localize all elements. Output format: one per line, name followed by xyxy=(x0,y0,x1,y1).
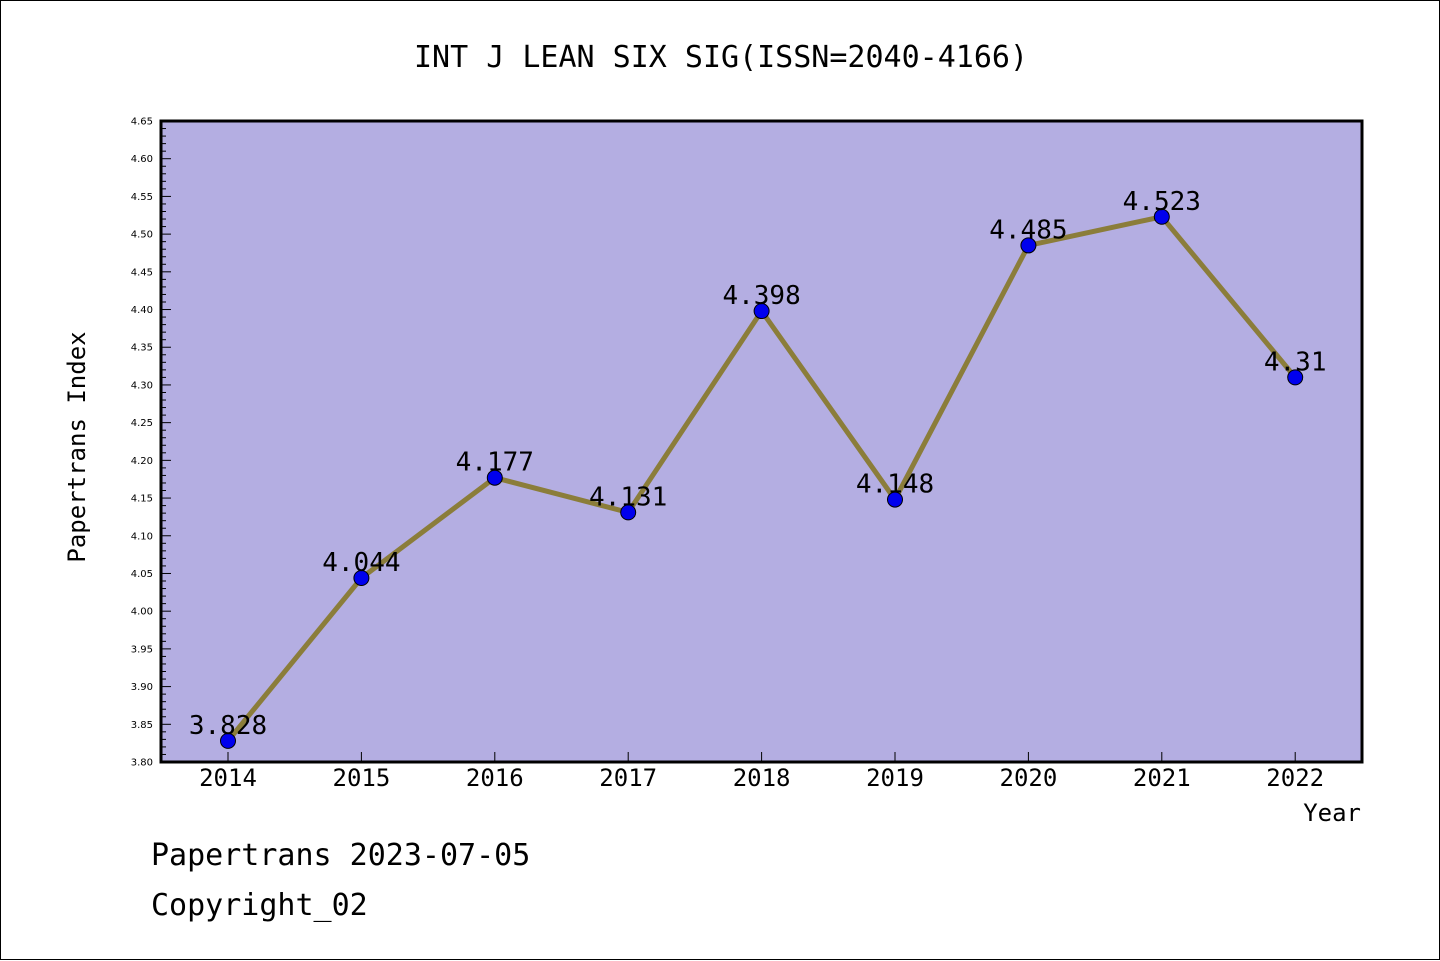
data-label: 4.148 xyxy=(856,470,934,500)
data-point xyxy=(887,491,903,508)
data-point xyxy=(486,469,503,486)
footer-copyright: Copyright_02 xyxy=(151,888,368,923)
x-axis-title: Year xyxy=(1303,799,1361,827)
x-tick-label: 2020 xyxy=(1000,764,1058,792)
y-tick-label: 4.10 xyxy=(131,531,153,542)
footer-source: Papertrans 2023-07-05 xyxy=(151,838,530,873)
y-tick-label: 4.60 xyxy=(131,154,153,165)
y-tick-label: 4.45 xyxy=(131,267,153,278)
y-tick-label: 4.30 xyxy=(131,380,153,391)
x-axis: 2014 2015 2016 2017 2018 2019 2020 2021 2022 xyxy=(199,752,1324,792)
plot-frame xyxy=(159,119,1364,764)
data-point xyxy=(1020,237,1037,254)
data-point xyxy=(753,303,770,320)
y-tick-label: 3.95 xyxy=(131,644,153,655)
data-label: 4.31 xyxy=(1264,347,1327,377)
y-tick-label: 4.65 xyxy=(131,117,153,128)
x-tick-label: 2019 xyxy=(866,764,924,792)
y-tick-label: 4.00 xyxy=(131,607,153,618)
x-tick-label: 2015 xyxy=(333,764,391,792)
chart-title: INT J LEAN SIX SIG(ISSN=2040-4166) xyxy=(414,40,1028,75)
x-tick-label: 2016 xyxy=(466,764,524,792)
data-label: 4.177 xyxy=(456,448,534,478)
y-tick-label: 4.40 xyxy=(131,305,153,316)
x-tick-label: 2014 xyxy=(199,764,257,792)
x-tick-label: 2021 xyxy=(1133,764,1191,792)
data-label: 4.398 xyxy=(722,281,800,311)
x-tick-label: 2017 xyxy=(599,764,657,792)
y-axis-title: Papertrans Index xyxy=(63,331,91,562)
data-label: 4.131 xyxy=(589,482,667,512)
y-tick-label: 4.15 xyxy=(131,494,153,505)
data-point xyxy=(1287,369,1304,386)
y-tick-label: 4.05 xyxy=(131,569,153,580)
y-tick-label: 3.85 xyxy=(131,720,153,731)
x-tick-label: 2022 xyxy=(1266,764,1324,792)
y-tick-label: 4.35 xyxy=(131,343,153,354)
data-label: 3.828 xyxy=(189,711,267,741)
data-point xyxy=(353,569,370,586)
data-label: 4.523 xyxy=(1123,187,1201,217)
x-tick-label: 2018 xyxy=(733,764,791,792)
data-point xyxy=(220,732,236,749)
y-tick-label: 3.80 xyxy=(131,758,153,769)
data-point xyxy=(620,504,637,521)
y-tick-label: 4.20 xyxy=(131,456,153,467)
data-point xyxy=(1153,208,1170,225)
y-tick-label: 4.55 xyxy=(131,192,153,203)
y-tick-label: 4.50 xyxy=(131,230,153,241)
y-tick-label: 4.25 xyxy=(131,418,153,429)
series-layer: 3.828 4.044 4.177 4.131 4.398 4.148 4.485 4.523… xyxy=(189,187,1327,749)
data-label: 4.485 xyxy=(989,215,1067,245)
y-axis: 3.80 3.85 3.90 3.95 4.00 4.05 4.10 4.15 4.20 4.25… xyxy=(131,117,171,769)
data-label: 4.044 xyxy=(322,548,400,578)
y-tick-label: 3.90 xyxy=(131,682,153,693)
plot-area xyxy=(161,121,1362,762)
